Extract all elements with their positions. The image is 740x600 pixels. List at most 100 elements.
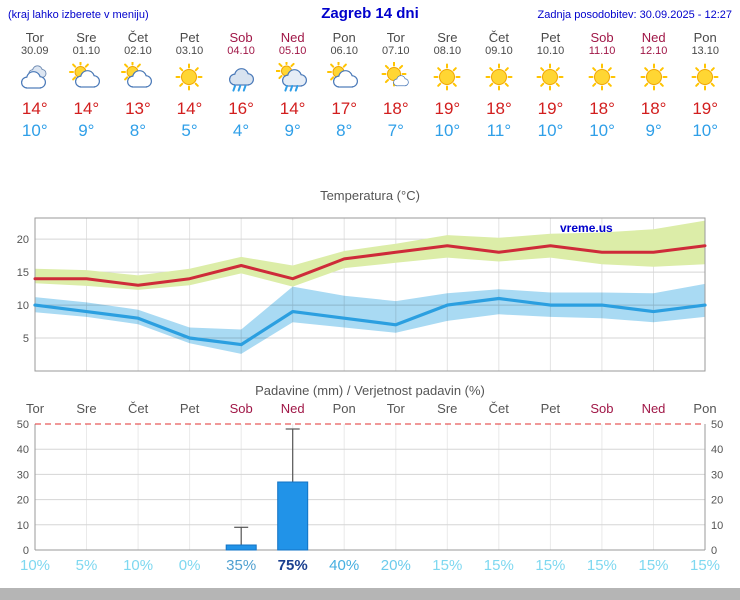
rain-weather-icon (215, 60, 267, 94)
last-updated: Zadnja posodobitev: 30.09.2025 - 12:27 (537, 9, 732, 21)
weekday-label: Čet (127, 30, 149, 45)
low-temp: 5° (181, 121, 198, 140)
precip-bar (225, 544, 257, 551)
high-temp: 14° (21, 99, 48, 118)
high-temp: 18° (486, 99, 512, 118)
forecast-day-column: Pet 03.10 14° 5° (164, 30, 216, 142)
svg-text:40%: 40% (329, 557, 359, 574)
svg-text:20: 20 (17, 495, 29, 507)
svg-text:35%: 35% (226, 557, 256, 574)
high-temp: 14° (73, 99, 100, 118)
high-temp: 13° (125, 99, 151, 118)
weekday-label: Sob (229, 30, 253, 45)
precip-day-labels: Tor Sre Čet Pet Sob Ned Pon Tor Sre Čet Pet Sob Ned P… (26, 401, 717, 416)
weekday-label: Sre (437, 30, 458, 45)
svg-text:10: 10 (17, 520, 29, 532)
precipitation-chart: Tor Sre Čet Pet Sob Ned Pon Tor Sre Čet Pet Sob Ned P… (17, 401, 724, 574)
svg-text:15%: 15% (587, 557, 617, 574)
svg-text:50: 50 (711, 419, 723, 431)
weekday-label: Tor (25, 30, 44, 45)
high-temp: 19° (692, 99, 719, 118)
forecast-day-column: Sob 04.10 16° 4° (215, 30, 267, 142)
high-temp: 18° (382, 99, 409, 118)
sunny-weather-icon (679, 60, 731, 94)
low-temp: 8° (129, 121, 147, 140)
forecast-day-column: Ned 12.10 18° 9° (628, 30, 680, 142)
temp-y-axis-labels: 5 10 15 20 (17, 234, 29, 345)
high-temp: 19° (537, 99, 564, 118)
weekday-label: Čet (488, 30, 510, 45)
precipitation-chart-title: Padavine (mm) / Verjetnost padavin (%) (255, 383, 485, 398)
low-temp: 9° (78, 121, 95, 140)
svg-text:10: 10 (711, 520, 723, 532)
svg-text:10%: 10% (20, 557, 50, 574)
date-label: 13.10 (691, 45, 719, 57)
low-temp: 8° (336, 121, 353, 140)
svg-text:15%: 15% (484, 557, 514, 574)
date-label: 02.10 (124, 45, 152, 57)
high-temp: 16° (228, 99, 254, 118)
grid-lines (34, 424, 706, 550)
precip-y-axis-labels: 0 0 10 10 20 20 30 30 40 40 50 50 (17, 419, 724, 557)
svg-text:15%: 15% (690, 557, 720, 574)
sunny-weather-icon (422, 60, 474, 94)
partly-weather-icon (61, 60, 113, 94)
date-label: 03.10 (175, 45, 204, 57)
svg-text:30: 30 (17, 469, 29, 481)
date-label: 08.10 (433, 45, 462, 57)
date-label: 12.10 (639, 45, 668, 57)
svg-text:0: 0 (23, 545, 29, 557)
svg-text:Sob: Sob (230, 401, 253, 416)
svg-text:Čet: Čet (489, 401, 510, 416)
svg-text:Tor: Tor (26, 401, 45, 416)
svg-text:5%: 5% (76, 557, 98, 574)
low-temp: 7° (387, 121, 404, 140)
temperature-chart: 5 10 15 20 vreme.us (17, 217, 707, 372)
svg-text:Pet: Pet (180, 401, 200, 416)
sunny-weather-icon (164, 60, 216, 94)
sunny-weather-icon (525, 60, 577, 94)
low-temp: 10° (537, 121, 564, 140)
low-temp: 10° (434, 121, 461, 140)
partly-weather-icon (112, 60, 164, 94)
svg-text:Tor: Tor (387, 401, 406, 416)
weekday-label: Sre (76, 30, 97, 45)
svg-text:15%: 15% (535, 557, 565, 574)
svg-text:Ned: Ned (642, 401, 666, 416)
date-label: 07.10 (382, 45, 410, 57)
high-temp: 14° (176, 99, 203, 118)
page-title: Zagreb 14 dni (321, 5, 419, 22)
watermark: vreme.us (560, 221, 613, 235)
sunny-weather-icon (628, 60, 680, 94)
menu-hint-note: (kraj lahko izberete v meniju) (8, 9, 149, 21)
svg-text:15%: 15% (638, 557, 668, 574)
mostlysunny-weather-icon (370, 60, 422, 94)
weekday-label: Pon (332, 30, 356, 45)
low-temp: 9° (645, 121, 662, 140)
date-label: 09.10 (485, 45, 513, 57)
svg-text:40: 40 (17, 444, 29, 456)
svg-text:Sob: Sob (590, 401, 613, 416)
high-temp: 19° (434, 99, 461, 118)
svg-text:0: 0 (711, 545, 717, 557)
low-temp: 10° (589, 121, 615, 140)
low-temp: 9° (284, 121, 301, 140)
weekday-label: Pet (179, 30, 200, 45)
low-temp: 4° (232, 121, 250, 140)
plot-border (34, 217, 706, 372)
svg-text:Pon: Pon (333, 401, 356, 416)
weekday-label: Pet (540, 30, 561, 45)
svg-text:10%: 10% (123, 557, 153, 574)
date-label: 06.10 (330, 45, 358, 57)
low-temp: 10° (692, 121, 719, 140)
forecast-day-column: Sob 11.10 18° 10° (576, 30, 628, 142)
weekday-label: Sob (590, 30, 614, 45)
date-label: 01.10 (72, 45, 101, 57)
low-temp: 10° (21, 121, 48, 140)
svg-text:20: 20 (17, 234, 29, 246)
forecast-day-column: Tor 30.09 14° 10° (9, 30, 61, 142)
cloudy-weather-icon (9, 60, 61, 94)
svg-text:Pon: Pon (693, 401, 716, 416)
date-label: 30.09 (21, 45, 49, 57)
